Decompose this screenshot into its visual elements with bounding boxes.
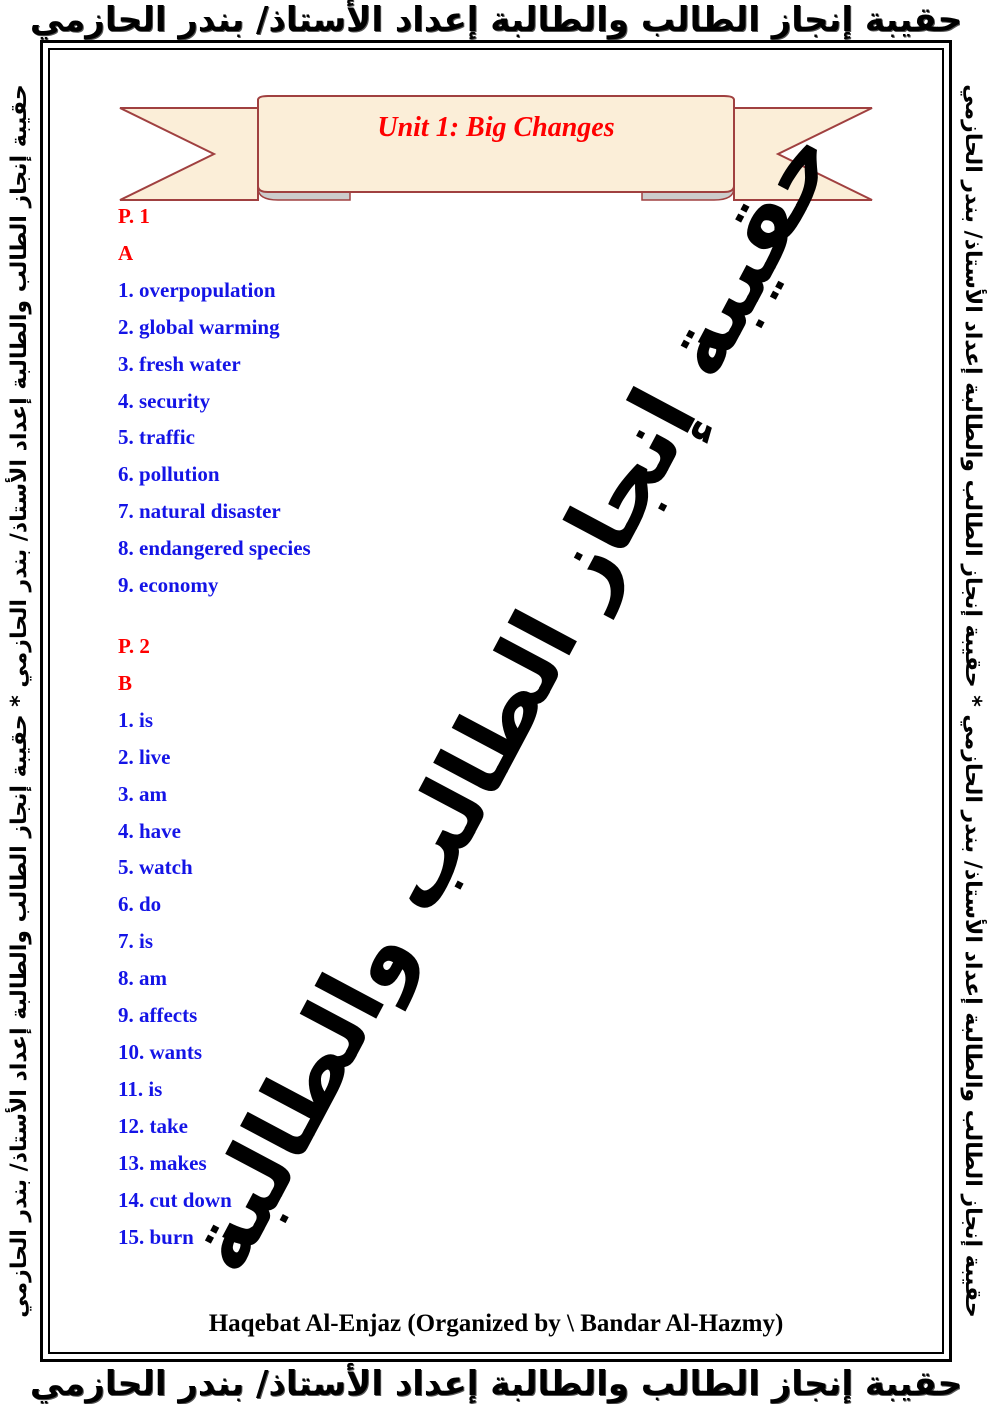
answer-item: 1. is xyxy=(118,707,154,732)
section-p1: P. 1 A 1. overpopulation 2. global warmi… xyxy=(118,198,311,604)
answer-item: 1. overpopulation xyxy=(118,277,276,302)
answer-item: 8. am xyxy=(118,966,167,991)
answer-item: 4. security xyxy=(118,388,211,413)
answer-item: 15. burn xyxy=(118,1224,194,1249)
answer-item: 14. cut down xyxy=(118,1187,232,1212)
answer-item: 8. endangered species xyxy=(118,536,311,561)
unit-title: Unit 1: Big Changes xyxy=(377,112,615,143)
section-p2: P. 2 B 1. is 2. live 3. am 4. have 5. wa… xyxy=(118,628,232,1255)
answer-item: 5. watch xyxy=(118,855,193,880)
answer-item: 6. pollution xyxy=(118,462,220,487)
answer-item: 2. live xyxy=(118,744,171,769)
title-ribbon xyxy=(119,95,873,201)
page-frame-outer xyxy=(40,40,952,1362)
footer-credit: Haqebat Al-Enjaz (Organized by \ Bandar … xyxy=(208,1310,784,1337)
page-label: P. 2 xyxy=(118,634,150,658)
answer-item: 6. do xyxy=(118,892,162,917)
answer-item: 10. wants xyxy=(118,1039,203,1064)
answer-item: 9. economy xyxy=(118,573,219,598)
answer-item: 13. makes xyxy=(118,1150,207,1175)
answer-item: 7. is xyxy=(118,929,154,954)
answer-item: 4. have xyxy=(118,818,181,843)
answer-item: 9. affects xyxy=(118,1003,198,1028)
answer-item: 5. traffic xyxy=(118,425,195,450)
answer-item: 11. is xyxy=(118,1076,163,1101)
exercise-label: B xyxy=(118,670,133,695)
answer-item: 3. fresh water xyxy=(118,351,241,376)
answer-item: 2. global warming xyxy=(118,314,280,339)
page-frame-inner xyxy=(48,48,944,1354)
footer-arabic-title: حقيبة إنجاز الطالب والطالبة إعداد الأستا… xyxy=(29,1364,963,1404)
answer-item: 3. am xyxy=(118,781,167,806)
page-label: P. 1 xyxy=(118,204,150,228)
right-side-text: حقيبة إنجاز الطالب والطالبة إعداد الأستا… xyxy=(960,84,985,1318)
exercise-label: A xyxy=(118,240,134,265)
answer-item: 12. take xyxy=(118,1113,188,1138)
header-arabic-title: حقيبة إنجاز الطالب والطالبة إعداد الأستا… xyxy=(29,0,963,40)
answer-item: 7. natural disaster xyxy=(118,499,281,524)
left-side-text: حقيبة إنجاز الطالب والطالبة إعداد الأستا… xyxy=(7,84,32,1318)
